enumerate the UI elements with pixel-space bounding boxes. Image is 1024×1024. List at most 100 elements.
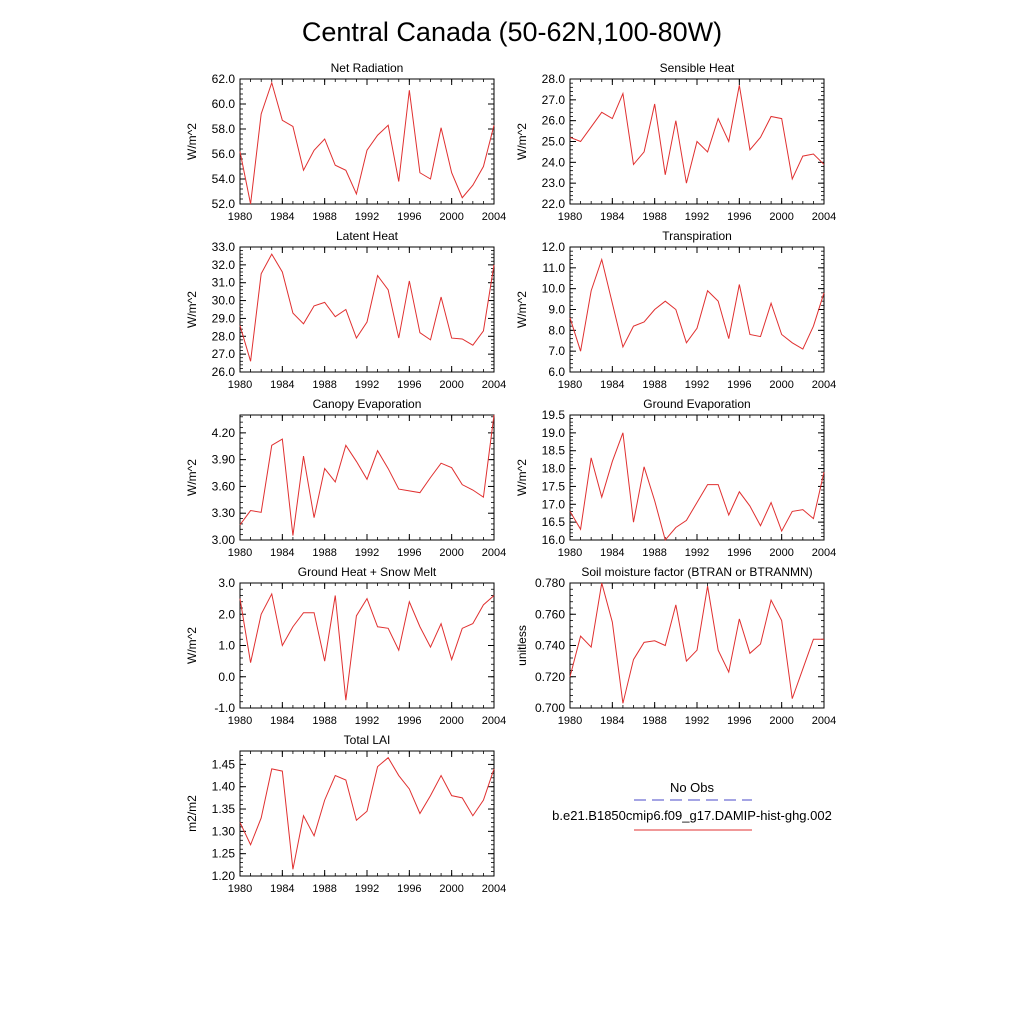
y-tick-label: 60.0 [212,97,236,111]
x-tick-label: 1992 [685,211,709,223]
panel-title: Sensible Heat [660,61,735,75]
y-tick-label: 56.0 [212,147,236,161]
y-axis-label: W/m^2 [515,459,529,496]
series-line-1 [239,414,495,536]
x-tick-label: 1980 [228,715,252,727]
legend-obs-label: No Obs [670,780,715,795]
plot-frame [239,414,495,541]
y-tick-label: 62.0 [212,72,236,86]
series-line-1 [569,582,824,704]
y-tick-label: 28.0 [542,72,566,86]
x-tick-label: 2000 [439,211,463,223]
panel-title: Latent Heat [336,229,399,243]
x-tick-label: 2000 [439,883,463,895]
plot-frame [239,78,495,205]
x-tick-label: 2004 [812,379,836,391]
y-tick-label: 18.0 [542,462,566,476]
series-line-1 [239,81,495,205]
y-tick-label: 2.0 [218,607,235,621]
x-tick-label: 2004 [482,715,506,727]
y-tick-label: 1.45 [212,757,236,771]
y-tick-label: 4.20 [212,426,236,440]
x-tick-label: 1984 [270,211,294,223]
x-tick-label: 2004 [812,211,836,223]
x-tick-label: 2000 [769,379,793,391]
x-tick-label: 2004 [482,379,506,391]
y-tick-label: -1.0 [214,701,235,715]
x-tick-label: 1980 [558,211,582,223]
x-tick-label: 1980 [228,211,252,223]
panel-title: Canopy Evaporation [313,397,422,411]
y-axis-label: unitless [515,625,529,666]
y-tick-label: 3.60 [212,479,236,493]
x-tick-label: 1996 [727,547,751,559]
y-tick-label: 1.20 [212,869,236,883]
x-tick-label: 1984 [600,547,624,559]
x-tick-label: 1984 [270,715,294,727]
x-tick-label: 1996 [397,547,421,559]
panel-8: Soil moisture factor (BTRAN or BTRANMN) 1… [515,565,836,727]
y-tick-label: 52.0 [212,197,236,211]
x-tick-label: 1992 [685,547,709,559]
panel-title: Net Radiation [331,61,404,75]
legend-model-label: b.e21.B1850cmip6.f09_g17.DAMIP-hist-ghg.… [552,808,832,823]
x-tick-label: 1992 [685,715,709,727]
x-tick-label: 1996 [397,715,421,727]
y-tick-label: 23.0 [542,176,566,190]
y-tick-label: 32.0 [212,258,236,272]
figure-title: Central Canada (50-62N,100-80W) [302,17,722,47]
series-line-1 [239,253,495,362]
x-tick-label: 2004 [812,547,836,559]
x-tick-label: 2000 [439,715,463,727]
panel-title: Soil moisture factor (BTRAN or BTRANMN) [581,565,812,579]
x-tick-label: 2000 [769,715,793,727]
series-line-1 [569,85,825,184]
x-tick-label: 1980 [558,715,582,727]
y-tick-label: 27.0 [212,347,236,361]
x-tick-label: 1988 [312,379,336,391]
x-tick-label: 1980 [558,547,582,559]
x-tick-label: 1984 [270,379,294,391]
y-tick-label: 1.30 [212,824,236,838]
y-axis-label: m2/m2 [185,795,199,832]
x-tick-label: 1992 [355,715,379,727]
y-tick-label: 28.0 [212,329,236,343]
x-tick-label: 1984 [600,211,624,223]
y-axis-label: W/m^2 [185,627,199,664]
x-tick-label: 1992 [355,379,379,391]
plot-frame [569,246,825,373]
x-tick-label: 1984 [600,715,624,727]
y-tick-label: 6.0 [548,365,565,379]
x-tick-label: 2004 [482,211,506,223]
x-tick-label: 2000 [769,547,793,559]
plot-frame [239,582,495,709]
panel-5: Canopy Evaporation 1980 1984 1988 1992 1996 20… [185,397,506,559]
y-tick-label: 17.5 [542,479,566,493]
y-tick-label: 19.5 [542,408,566,422]
y-tick-label: 26.0 [212,365,236,379]
y-tick-label: 11.0 [543,261,566,275]
x-tick-label: 2000 [439,379,463,391]
x-tick-label: 1984 [600,379,624,391]
y-axis-label: W/m^2 [515,123,529,160]
x-tick-label: 1988 [312,211,336,223]
y-tick-label: 0.780 [535,576,565,590]
y-tick-label: 16.0 [542,533,566,547]
y-tick-label: 54.0 [212,172,236,186]
y-axis-label: W/m^2 [185,123,199,160]
x-tick-label: 1996 [397,883,421,895]
x-tick-label: 1980 [228,883,252,895]
y-tick-label: 0.0 [218,670,235,684]
panel-7: Ground Heat + Snow Melt 1980 1984 1988 1992 1… [185,565,506,727]
x-tick-label: 1980 [558,379,582,391]
y-tick-label: 18.5 [542,444,566,458]
series-line-1 [569,432,825,542]
series-line-1 [239,592,495,701]
y-tick-label: 24.0 [542,155,566,169]
y-tick-label: 0.760 [535,607,565,621]
y-tick-label: 31.0 [212,276,236,290]
x-tick-label: 2004 [482,883,506,895]
y-tick-label: 12.0 [542,240,566,254]
y-axis-label: W/m^2 [185,459,199,496]
series-line-1 [239,756,495,870]
